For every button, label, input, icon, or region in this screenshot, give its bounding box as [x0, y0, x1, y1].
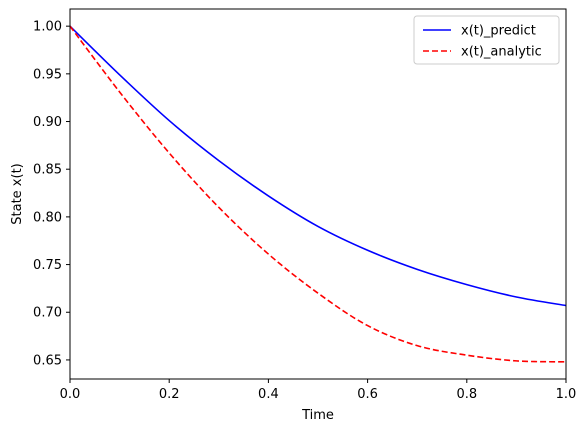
x-axis-label: Time — [301, 408, 334, 423]
y-tick-label: 0.70 — [33, 306, 62, 321]
y-tick-label: 0.90 — [33, 115, 62, 130]
x-tick-label: 0.0 — [60, 387, 81, 402]
legend-box — [413, 15, 560, 65]
legend: x(t)_predict x(t)_analytic — [413, 15, 560, 65]
series-line-1 — [70, 25, 566, 307]
series-line-2 — [70, 25, 566, 363]
legend-label-1: x(t)_predict — [461, 24, 536, 39]
x-tick-label: 0.6 — [357, 387, 378, 402]
y-tick-label: 0.95 — [33, 67, 62, 82]
y-axis-ticks: 0.65 0.70 0.75 0.80 0.85 0.90 0.95 1.00 — [33, 20, 70, 368]
y-tick-label: 0.85 — [33, 163, 62, 178]
x-tick-label: 0.8 — [456, 387, 477, 402]
y-tick-label: 0.65 — [33, 353, 62, 368]
y-tick-label: 0.75 — [33, 258, 62, 273]
y-axis-label: State x(t) — [10, 163, 25, 224]
x-tick-label: 0.2 — [159, 387, 180, 402]
x-axis-ticks: 0.0 0.2 0.4 0.6 0.8 1.0 — [60, 379, 577, 402]
series-layer — [70, 25, 566, 363]
x-tick-label: 0.4 — [258, 387, 279, 402]
plot-frame — [69, 8, 567, 380]
x-tick-label: 1.0 — [556, 387, 577, 402]
legend-label-2: x(t)_analytic — [461, 45, 542, 60]
y-tick-label: 1.00 — [33, 20, 62, 35]
y-tick-label: 0.80 — [33, 210, 62, 225]
